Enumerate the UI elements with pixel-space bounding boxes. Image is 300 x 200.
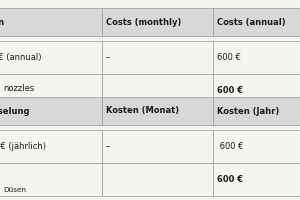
Text: t 100 € (annual): t 100 € (annual) — [0, 53, 41, 62]
Text: 600 €: 600 € — [217, 53, 241, 62]
Text: Düsen: Düsen — [3, 187, 26, 193]
Text: 600 €: 600 € — [217, 142, 243, 151]
Text: Costs (annual): Costs (annual) — [217, 18, 285, 27]
FancyBboxPatch shape — [0, 74, 102, 107]
FancyBboxPatch shape — [0, 97, 102, 125]
FancyBboxPatch shape — [102, 41, 213, 74]
FancyBboxPatch shape — [0, 8, 102, 36]
Text: 600 €: 600 € — [217, 175, 243, 184]
FancyBboxPatch shape — [0, 163, 102, 196]
FancyBboxPatch shape — [102, 97, 213, 125]
Text: Costs (monthly): Costs (monthly) — [106, 18, 181, 27]
FancyBboxPatch shape — [213, 41, 300, 74]
Text: n 100 € (jährlich): n 100 € (jährlich) — [0, 142, 46, 151]
FancyBboxPatch shape — [102, 163, 213, 196]
Text: Kosten (Monat): Kosten (Monat) — [106, 106, 179, 116]
Text: 600 €: 600 € — [217, 86, 243, 95]
FancyBboxPatch shape — [0, 41, 102, 74]
Text: chlüsselung: chlüsselung — [0, 106, 30, 116]
Text: kdown: kdown — [0, 18, 5, 27]
FancyBboxPatch shape — [213, 163, 300, 196]
FancyBboxPatch shape — [213, 130, 300, 163]
Text: –: – — [106, 53, 110, 62]
FancyBboxPatch shape — [102, 74, 213, 107]
Text: nozzles: nozzles — [3, 84, 34, 93]
Text: Kosten (Jahr): Kosten (Jahr) — [217, 106, 279, 116]
FancyBboxPatch shape — [102, 8, 213, 36]
FancyBboxPatch shape — [213, 97, 300, 125]
FancyBboxPatch shape — [213, 8, 300, 36]
FancyBboxPatch shape — [0, 130, 102, 163]
Text: –: – — [106, 142, 110, 151]
FancyBboxPatch shape — [213, 74, 300, 107]
FancyBboxPatch shape — [102, 130, 213, 163]
